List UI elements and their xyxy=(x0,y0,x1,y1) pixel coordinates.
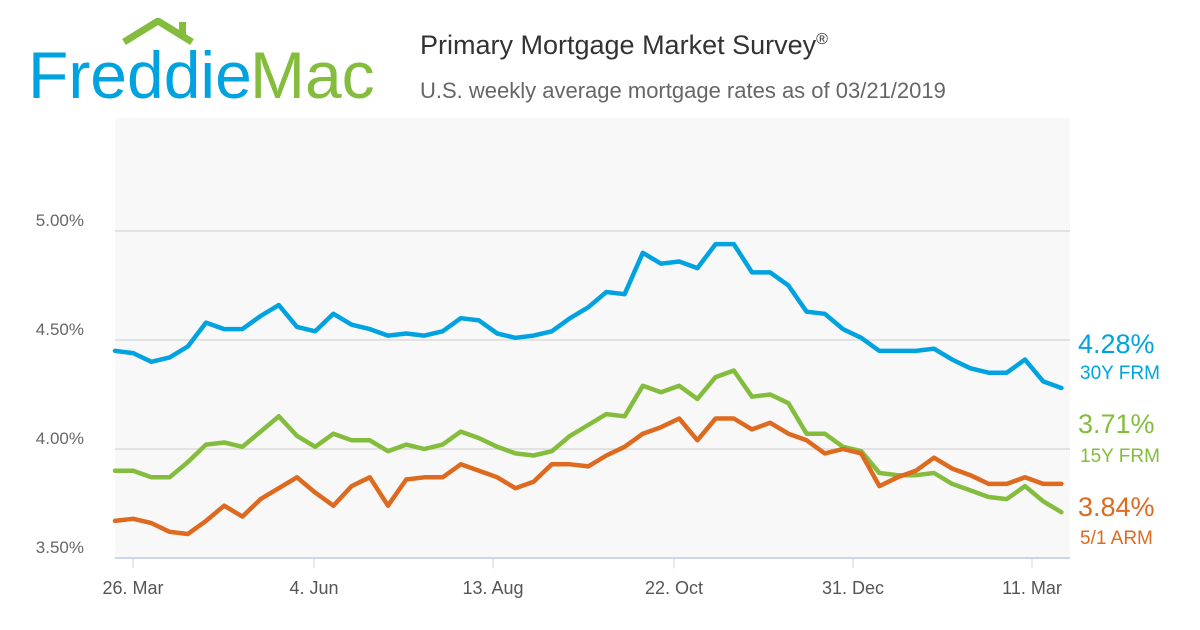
x-tick-label: 31. Dec xyxy=(822,578,884,598)
freddie-mac-logo: Freddie Mac xyxy=(28,18,375,108)
series-line-5-1-arm xyxy=(112,416,1064,537)
logo-text-freddie: Freddie xyxy=(28,38,252,108)
chart-title: Primary Mortgage Market Survey® xyxy=(420,30,828,61)
y-tick-label: 4.50% xyxy=(36,320,84,339)
title-text: Primary Mortgage Market Survey xyxy=(420,30,817,60)
chart-subtitle: U.S. weekly average mortgage rates as of… xyxy=(420,78,946,103)
x-tick-label: 11. Mar xyxy=(1002,578,1062,598)
logo-text-mac: Mac xyxy=(250,38,375,108)
series-name-30y-frm: 30Y FRM xyxy=(1080,363,1160,384)
x-tick-label: 4. Jun xyxy=(289,578,338,598)
series-name-5-1-arm: 5/1 ARM xyxy=(1080,528,1153,549)
series-last-value-5-1-arm: 3.84% xyxy=(1078,492,1155,522)
series-line-30y-frm xyxy=(112,241,1064,391)
x-tick-label: 26. Mar xyxy=(102,578,163,598)
series-name-15y-frm: 15Y FRM xyxy=(1080,446,1160,467)
plot-background xyxy=(115,118,1070,558)
y-tick-label: 5.00% xyxy=(36,211,84,230)
x-tick-label: 22. Oct xyxy=(645,578,703,598)
registered-mark: ® xyxy=(816,31,828,48)
series-last-value-30y-frm: 4.28% xyxy=(1078,329,1155,359)
y-tick-label: 4.00% xyxy=(36,429,84,448)
y-tick-label: 3.50% xyxy=(36,538,84,557)
x-tick-label: 13. Aug xyxy=(462,578,523,598)
series-last-value-15y-frm: 3.71% xyxy=(1078,409,1155,439)
